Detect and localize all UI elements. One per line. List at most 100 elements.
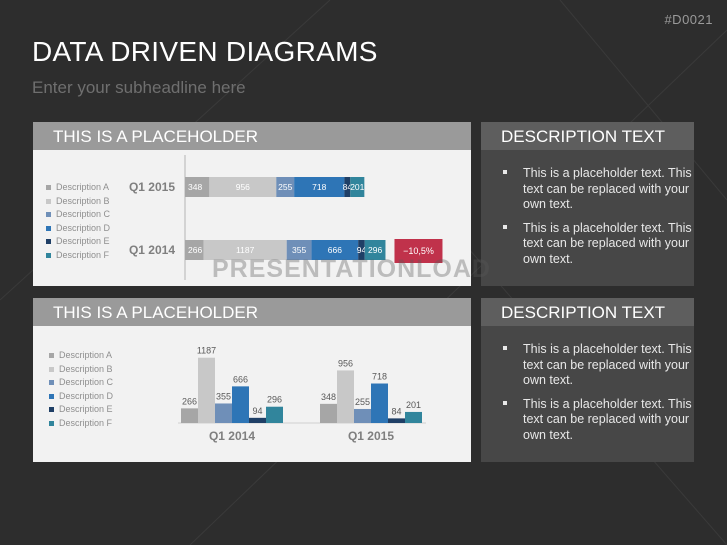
top-description-header: DESCRIPTION TEXT: [481, 122, 694, 150]
legend-label: Description B: [56, 195, 110, 206]
list-item: This is a placeholder text. This text ca…: [503, 397, 693, 444]
top-description-list: This is a placeholder text. This text ca…: [503, 166, 693, 275]
bar-segment: [344, 177, 351, 197]
data-label: 348: [188, 182, 202, 192]
legend-label: Description C: [56, 209, 111, 219]
legend-swatch: [49, 353, 54, 358]
data-label: 348: [321, 392, 336, 402]
list-item: This is a placeholder text. This text ca…: [503, 342, 693, 389]
data-label: 296: [368, 245, 382, 255]
legend-item: Description E: [46, 235, 110, 249]
bar: [232, 386, 249, 423]
data-label: 255: [278, 182, 292, 192]
bottom-description-header: DESCRIPTION TEXT: [481, 298, 694, 326]
bar: [388, 418, 405, 423]
list-item: This is a placeholder text. This text ca…: [503, 221, 693, 268]
bar-segment: [350, 177, 365, 197]
legend-item: Description E: [49, 403, 113, 417]
bullet-icon: [503, 400, 507, 405]
bar-segment: [364, 240, 386, 260]
bar-segment: [209, 177, 277, 197]
legend-swatch: [46, 212, 51, 217]
legend-swatch: [49, 366, 54, 372]
legend-label: Description F: [59, 417, 113, 428]
bar-segment: [203, 240, 287, 260]
data-label: 201: [406, 400, 421, 410]
data-label: 355: [216, 391, 231, 401]
data-label: 201: [350, 182, 364, 192]
data-label: 94: [357, 245, 367, 255]
data-label: 84: [391, 406, 401, 416]
data-label: 84: [343, 182, 353, 192]
legend-item: Description A: [46, 181, 110, 195]
bar: [405, 411, 422, 423]
legend-swatch: [46, 225, 51, 231]
page-subtitle: Enter your subheadline here: [32, 78, 246, 97]
bottom-panel-title: THIS IS A PLACEHOLDER: [53, 303, 259, 322]
legend-item: Description D: [49, 390, 113, 404]
legend-swatch: [46, 198, 51, 204]
data-label: 266: [182, 396, 197, 406]
top-description-panel: DESCRIPTION TEXT This is a placeholder t…: [481, 122, 694, 286]
bullet-icon: [503, 170, 507, 174]
list-item-text: This is a placeholder text. This text ca…: [523, 220, 692, 266]
list-item-text: This is a placeholder text. This text ca…: [523, 396, 692, 442]
top-panel-title: THIS IS A PLACEHOLDER: [53, 127, 259, 146]
data-label: 266: [188, 245, 202, 255]
bullet-icon: [503, 224, 507, 229]
change-badge: [394, 239, 443, 263]
bar-segment: [185, 177, 210, 197]
bar-segment: [358, 240, 365, 260]
data-label: 956: [338, 358, 353, 368]
legend-swatch: [49, 393, 54, 399]
legend-swatch: [49, 380, 54, 385]
bar: [320, 403, 337, 423]
category-label: Q1 2014: [209, 429, 255, 443]
data-label: 296: [267, 395, 282, 405]
bottom-description-panel: DESCRIPTION TEXT This is a placeholder t…: [481, 298, 694, 462]
legend-label: Description A: [59, 350, 113, 360]
data-label: 1187: [197, 346, 216, 356]
legend-label: Description F: [56, 249, 110, 260]
legend-label: Description A: [56, 182, 110, 192]
bottom-description-title: DESCRIPTION TEXT: [501, 303, 666, 322]
watermark: PRESENTATIONLOAD: [212, 255, 491, 283]
data-label: 956: [236, 182, 250, 192]
legend-label: Description C: [59, 377, 114, 387]
legend-label: Description D: [56, 222, 111, 233]
legend-item: Description C: [49, 376, 113, 390]
bar: [181, 408, 198, 423]
legend-item: Description F: [46, 249, 110, 263]
bar: [198, 357, 215, 423]
page-title: DATA DRIVEN DIAGRAMS: [32, 36, 378, 67]
bar: [215, 403, 232, 423]
bullet-icon: [503, 346, 507, 350]
bottom-chart-panel: THIS IS A PLACEHOLDER Description A Descr…: [33, 298, 471, 462]
data-label: 255: [355, 397, 370, 407]
category-label: Q1 2015: [348, 429, 394, 443]
data-label: 355: [292, 245, 306, 255]
bottom-panel-header: THIS IS A PLACEHOLDER: [33, 298, 471, 326]
bar-segment: [276, 177, 295, 197]
legend-label: Description D: [59, 390, 114, 401]
legend-item: Description C: [46, 208, 110, 222]
bar-segment: [294, 177, 345, 197]
legend-item: Description F: [49, 417, 113, 431]
legend-swatch: [46, 239, 51, 244]
legend-item: Description B: [49, 363, 113, 377]
bar: [354, 408, 371, 423]
legend-item: Description D: [46, 222, 110, 236]
data-label: 94: [252, 406, 262, 416]
list-item-text: This is a placeholder text. This text ca…: [523, 342, 692, 387]
list-item: This is a placeholder text. This text ca…: [503, 166, 693, 213]
data-label: 666: [328, 245, 342, 255]
top-chart-panel: THIS IS A PLACEHOLDER Description A Descr…: [33, 122, 471, 286]
bar-segment: [311, 240, 359, 260]
legend-label: Description E: [59, 404, 113, 414]
legend-swatch: [49, 420, 54, 426]
change-badge-label: −10,5%: [403, 246, 434, 256]
list-item-text: This is a placeholder text. This text ca…: [523, 166, 692, 211]
data-label: 718: [312, 182, 326, 192]
